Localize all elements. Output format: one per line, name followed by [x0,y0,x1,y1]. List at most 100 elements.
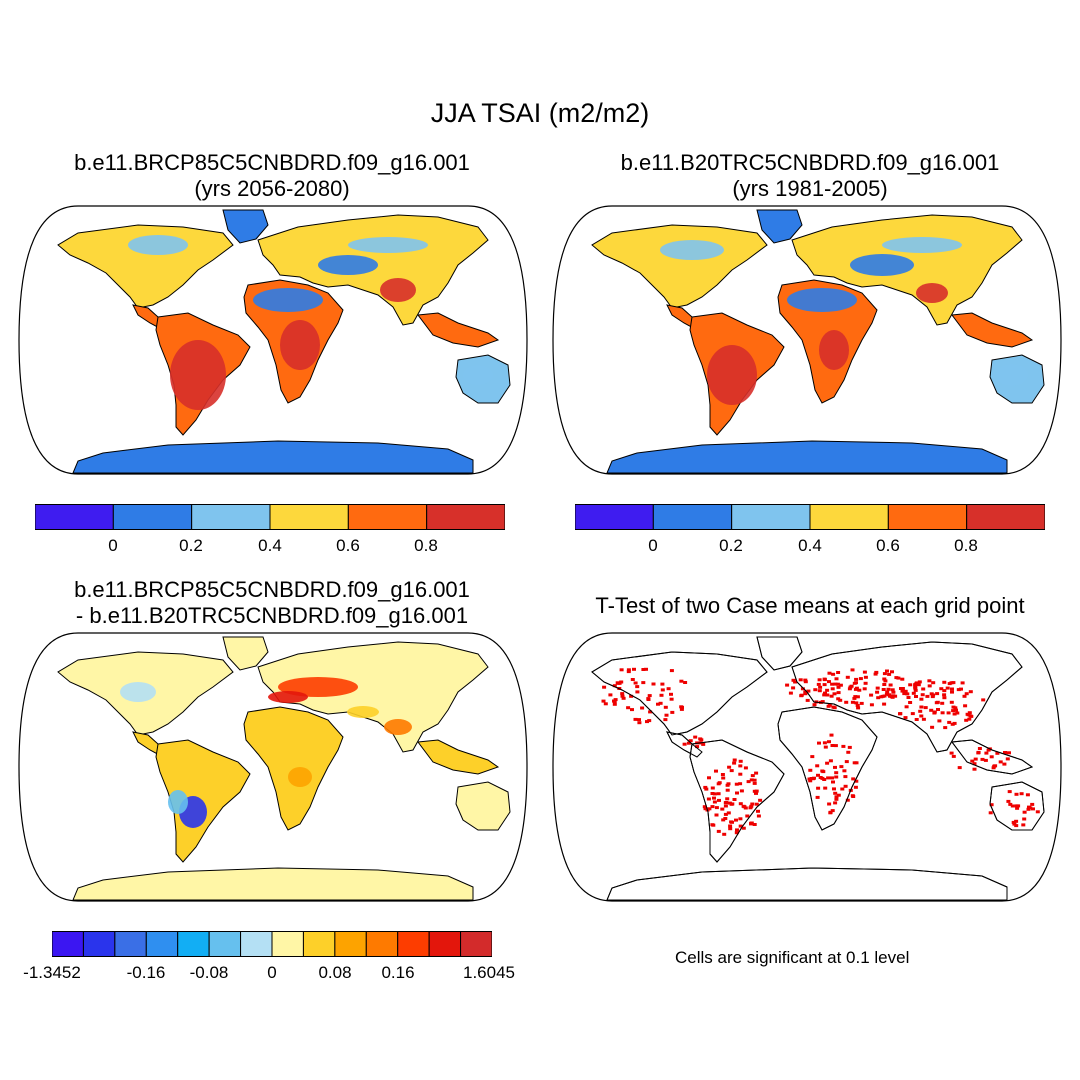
colorbar-swatch [731,504,811,530]
significant-cell [964,718,969,722]
significant-cell [732,758,737,762]
significant-cell [952,712,957,716]
significant-cell [803,690,808,694]
significant-cell [876,696,881,700]
significant-cell [984,751,989,755]
significant-cell [825,688,830,692]
colorbar-panel1 [35,504,505,530]
significant-cell [906,696,911,699]
colorbar-panel2 [575,504,1045,530]
land-seasia [417,739,500,775]
significant-cell [728,824,733,828]
significant-cell [830,809,835,813]
significant-cell [808,779,813,783]
significant-cell [711,823,716,827]
significant-cell [720,807,725,811]
significant-cell [714,769,718,773]
significant-cell [879,695,884,699]
significant-cell [682,742,687,746]
significant-cell [621,696,626,700]
significant-cell [851,795,856,798]
significant-cell [834,775,839,779]
significant-cell [874,670,879,674]
significant-cell [916,683,921,687]
significant-cell [645,720,649,724]
significant-cell [955,711,960,715]
significant-cell [925,694,930,698]
significant-cell [863,675,868,679]
significant-cell [722,832,727,836]
significant-cell [752,823,757,826]
colorbar-swatch [426,504,505,530]
significant-cell [830,744,835,747]
significant-cell [833,801,838,805]
significant-cell [683,681,688,684]
panel1-title: b.e11.BRCP85C5CNBDRD.f09_g16.001 (yrs 20… [22,150,522,202]
significant-cell [826,704,831,708]
significant-cell [903,716,908,720]
land-eurasia [257,641,489,753]
significant-cell [815,795,820,799]
significant-cell [816,786,821,790]
significant-cell [950,690,954,694]
significant-cell [943,726,948,730]
significant-cell [852,696,857,700]
significant-cell [857,688,862,692]
significant-cell [973,757,978,761]
land-seasia [951,312,1034,348]
cbar3-tick: 0.08 [318,963,352,982]
significant-cell [1019,792,1024,796]
significant-cell [741,826,746,830]
significant-cell [862,687,867,691]
colorbar-swatch [82,931,116,957]
colorbar-swatch [460,931,492,957]
significant-cell [635,690,640,694]
significant-cell [647,719,652,723]
significant-cell [952,721,957,725]
significant-cell [704,787,709,791]
significant-cell [822,683,827,687]
significant-cell [942,696,947,700]
land-seasia [417,312,500,348]
significant-cell [793,680,798,684]
significant-cell [832,787,836,791]
significant-cell [717,798,721,802]
significant-cell [823,745,828,749]
cbar3-tick: 0.16 [381,963,415,982]
significant-cell [723,801,728,805]
significant-cell [875,690,880,694]
significant-cell [913,688,918,692]
significant-cell [899,687,903,690]
significant-cell [835,682,840,686]
significant-cell [942,689,947,693]
significant-cell [1015,806,1020,810]
significant-cell [898,712,902,716]
significant-cell [832,692,837,696]
significant-cell [670,710,675,714]
significant-cell [940,701,945,705]
significant-cell [669,669,674,673]
significant-cell [698,737,703,741]
significant-cell [749,804,754,808]
significant-cell [992,764,997,768]
significant-cell [934,701,939,705]
significant-cell [930,695,935,699]
significant-cell [619,680,624,684]
map-panel4 [552,632,1062,902]
significant-cell [836,697,841,701]
significant-cell [669,692,673,696]
significant-cell [660,688,665,692]
significant-cell [854,686,859,690]
significant-cell [834,797,839,801]
significant-cell [629,694,634,698]
significant-cell [738,824,743,828]
significant-cell [749,821,754,825]
significant-cell [663,718,668,722]
significant-cell [798,678,803,682]
significant-cell [858,677,863,681]
significant-cell [875,686,880,690]
significant-cell [739,789,744,793]
significant-cell [712,800,717,804]
significant-cell [885,690,890,694]
significant-cell [930,725,935,729]
